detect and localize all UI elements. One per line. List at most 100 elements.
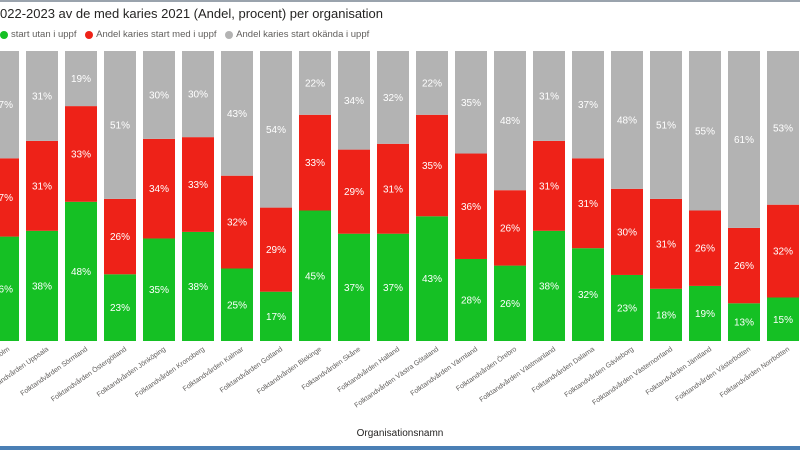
x-tick-label: Folktandvården Dalarna xyxy=(530,345,596,394)
bar-segment-red[interactable] xyxy=(533,140,565,231)
bar-segment-gray[interactable] xyxy=(455,51,487,154)
x-tick-label: Folktandvården Gävleborg xyxy=(563,345,635,399)
bar-segment-red[interactable] xyxy=(221,175,253,269)
bar-segment-red[interactable] xyxy=(650,198,682,289)
x-tick-label: Folktandvården Värmland xyxy=(409,345,479,398)
x-tick-label: Folktandvården Örebro xyxy=(455,345,519,393)
data-label-red: 31% xyxy=(383,184,403,195)
bar-segment-green[interactable] xyxy=(182,231,214,341)
bar-segment-red[interactable] xyxy=(611,188,643,275)
data-label-gray: 22% xyxy=(422,78,442,89)
bar-segment-gray[interactable] xyxy=(572,51,604,159)
bar-segment-gray[interactable] xyxy=(143,51,175,139)
bar-segment-gray[interactable] xyxy=(104,51,136,199)
x-tick-label: Folktandvården Västernorrland xyxy=(591,345,674,407)
bar-segment-red[interactable] xyxy=(572,158,604,249)
bar-segment-gray[interactable] xyxy=(0,51,19,159)
bar-segment-green[interactable] xyxy=(650,288,682,341)
data-label-gray: 53% xyxy=(773,123,793,134)
data-label-green: 17% xyxy=(266,312,286,323)
bar-segment-gray[interactable] xyxy=(728,51,760,228)
bar-segment-gray[interactable] xyxy=(416,51,448,115)
data-label-red: 31% xyxy=(656,239,676,250)
data-label-red: 33% xyxy=(305,158,325,169)
bar-segment-gray[interactable] xyxy=(260,51,292,208)
bar-segment-gray[interactable] xyxy=(689,51,721,211)
bar-segment-gray[interactable] xyxy=(650,51,682,199)
bar-segment-green[interactable] xyxy=(0,236,19,341)
bar-segment-green[interactable] xyxy=(689,285,721,341)
bar-segment-green[interactable] xyxy=(65,201,97,341)
bar-segment-green[interactable] xyxy=(533,230,565,341)
bar-segment-gray[interactable] xyxy=(767,51,799,205)
bar-segment-red[interactable] xyxy=(104,198,136,275)
bar-segment-gray[interactable] xyxy=(494,51,526,191)
data-label-gray: 43% xyxy=(227,109,247,120)
bar-segment-red[interactable] xyxy=(338,149,370,234)
data-label-green: 32% xyxy=(578,290,598,301)
bar-segment-red[interactable] xyxy=(689,210,721,286)
bottom-border xyxy=(0,446,800,450)
bar-segment-green[interactable] xyxy=(299,210,331,342)
data-label-gray: 30% xyxy=(188,90,208,101)
bar-segment-red[interactable] xyxy=(728,227,760,304)
legend-item-green[interactable]: start utan i uppf xyxy=(0,29,76,40)
data-label-green: 13% xyxy=(734,318,754,329)
legend-item-gray[interactable]: Andel karies start okända i uppf xyxy=(225,29,369,40)
bar-segment-green[interactable] xyxy=(260,291,292,341)
bar-segment-red[interactable] xyxy=(65,106,97,202)
bar-segment-red[interactable] xyxy=(377,143,409,234)
legend-swatch-green xyxy=(0,30,8,39)
bar-segment-red[interactable] xyxy=(767,204,799,298)
bar-segment-gray[interactable] xyxy=(221,51,253,176)
bar-segment-green[interactable] xyxy=(767,297,799,342)
bar-segment-green[interactable] xyxy=(728,303,760,341)
bar-segment-red[interactable] xyxy=(182,137,214,232)
bar-segment-green[interactable] xyxy=(572,248,604,341)
bar-segment-red[interactable] xyxy=(455,153,487,259)
bar-segment-green[interactable] xyxy=(26,230,58,341)
x-tick-label: Folktandvården Kronoberg xyxy=(134,345,207,399)
bar-segment-red[interactable] xyxy=(260,207,292,292)
bar-segment-red[interactable] xyxy=(26,140,58,231)
data-label-gray: 19% xyxy=(71,74,91,85)
data-label-green: 25% xyxy=(227,300,247,311)
bar-segment-gray[interactable] xyxy=(299,51,331,115)
data-label-red: 32% xyxy=(227,218,247,229)
bar-segment-green[interactable] xyxy=(221,268,253,342)
bar-segment-green[interactable] xyxy=(494,265,526,341)
bar-segment-gray[interactable] xyxy=(533,51,565,141)
bar-segment-green[interactable] xyxy=(611,274,643,341)
data-label-gray: 31% xyxy=(32,91,52,102)
bar-segment-green[interactable] xyxy=(377,233,409,341)
data-label-red: 29% xyxy=(344,187,364,198)
bar-segment-red[interactable] xyxy=(0,158,19,237)
legend-label-gray: Andel karies start okända i uppf xyxy=(236,29,370,40)
bar-segment-red[interactable] xyxy=(299,114,331,211)
data-label-green: 26% xyxy=(500,299,520,310)
x-tick-label: Folktandvården Sörmland xyxy=(19,345,89,398)
x-tick-label: Folktandvården Östergötland xyxy=(50,345,129,403)
bar-segment-gray[interactable] xyxy=(26,51,58,141)
bar-segment-green[interactable] xyxy=(455,258,487,341)
bar-segment-gray[interactable] xyxy=(611,51,643,189)
legend-label-red: Andel karies start med i uppf xyxy=(96,29,217,40)
legend-item-red[interactable]: Andel karies start med i uppf xyxy=(85,29,217,40)
bar-segment-green[interactable] xyxy=(104,274,136,341)
bar-segment-gray[interactable] xyxy=(338,51,370,150)
data-label-green: 37% xyxy=(344,283,364,294)
bar-segment-red[interactable] xyxy=(494,190,526,266)
data-label-red: 26% xyxy=(695,244,715,255)
data-label-red: 33% xyxy=(71,149,91,160)
bar-segment-red[interactable] xyxy=(143,138,175,239)
bar-segment-green[interactable] xyxy=(143,238,175,341)
bar-segment-green[interactable] xyxy=(416,216,448,341)
bar-segment-gray[interactable] xyxy=(377,51,409,144)
data-label-green: 45% xyxy=(305,271,325,282)
bar-segment-green[interactable] xyxy=(338,233,370,341)
x-tick-label: Folktandvården Gotland xyxy=(218,345,284,394)
x-tick-label: Folktandvården Halland xyxy=(336,345,401,394)
bar-segment-gray[interactable] xyxy=(65,51,97,107)
bar-segment-red[interactable] xyxy=(416,114,448,217)
bar-segment-gray[interactable] xyxy=(182,51,214,138)
